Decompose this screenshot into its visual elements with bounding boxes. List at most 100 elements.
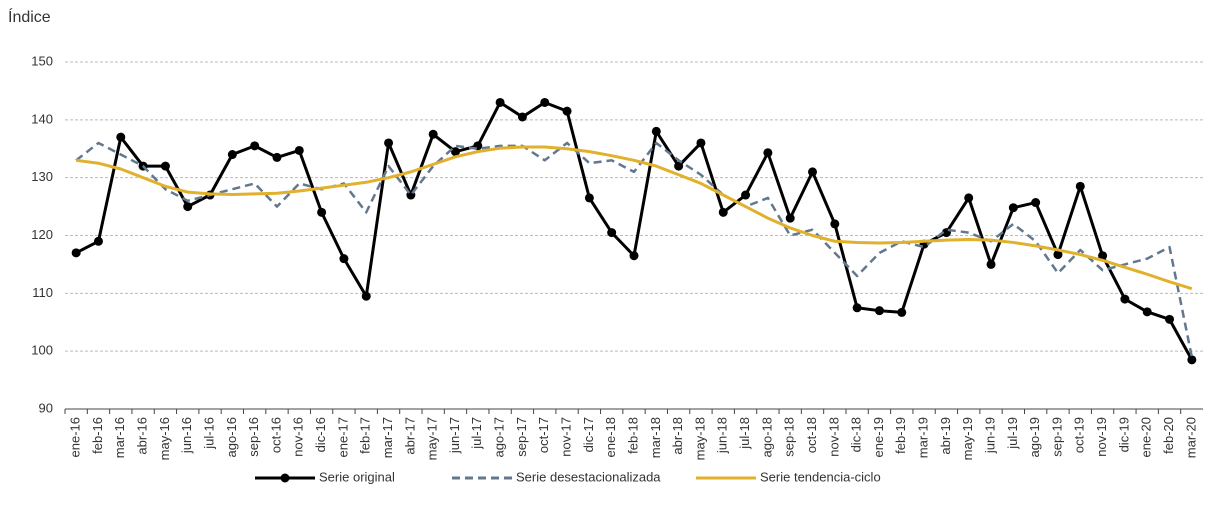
point-marker [651,126,661,136]
x-tick-label: jun-19 [982,417,997,454]
y-tick-label: 100 [31,343,53,358]
point-marker [874,306,884,316]
point-marker [71,248,81,258]
point-marker [986,259,996,269]
point-marker [562,106,572,116]
point-marker [116,132,126,142]
x-tick-label: ene-18 [603,417,618,457]
point-marker [1098,251,1108,261]
point-marker [1120,294,1130,304]
point-marker [1008,203,1018,213]
x-tick-label: oct-18 [804,417,819,453]
point-marker [160,161,170,171]
x-tick-label: jul-17 [469,417,484,450]
x-tick-label: ago-17 [492,417,507,457]
x-tick-label: ago-19 [1027,417,1042,457]
x-tick-label: may-19 [960,417,975,460]
point-marker [183,202,193,212]
series-line [75,145,1193,291]
x-tick-label: oct-16 [268,417,283,453]
x-tick-label: ago-16 [224,417,239,457]
point-marker [808,167,818,177]
x-tick-label: abr-18 [670,417,685,455]
x-tick-label: dic-19 [1116,417,1131,452]
point-marker [785,213,795,223]
x-tick-label: abr-16 [135,417,150,455]
x-tick-label: feb-16 [90,417,105,454]
series-line [75,100,1194,361]
x-tick-label: mar-19 [916,417,931,458]
x-tick-label: sep-16 [246,417,261,457]
x-tick-label: sep-17 [514,417,529,457]
x-tick-label: jun-18 [715,417,730,454]
point-marker [294,145,304,155]
y-tick-label: 90 [39,400,53,415]
y-tick-label: 120 [31,227,53,242]
point-marker [964,193,974,203]
x-tick-label: nov-17 [558,417,573,457]
x-tick-label: jul-18 [737,417,752,450]
x-tick-label: mar-17 [380,417,395,458]
x-tick-label: jul-16 [201,417,216,450]
x-tick-label: feb-17 [358,417,373,454]
point-marker [250,141,260,151]
series-line [75,141,1194,358]
x-tick-label: ene-19 [871,417,886,457]
x-tick-label: ene-20 [1139,417,1154,457]
y-tick-label: 140 [31,111,53,126]
legend-marker [280,473,290,483]
x-tick-label: jun-16 [179,417,194,454]
point-marker [227,150,237,160]
point-marker [584,193,594,203]
point-marker [428,129,438,139]
point-marker [495,97,505,107]
x-tick-label: jul-19 [1005,417,1020,450]
point-marker [629,251,639,261]
x-tick-label: abr-19 [938,417,953,455]
point-marker [718,207,728,217]
point-marker [1142,307,1152,317]
point-marker [339,254,349,264]
point-marker [696,138,706,148]
point-marker [897,307,907,317]
legend-label: Serie desestacionalizada [516,469,661,484]
x-tick-label: sep-19 [1049,417,1064,457]
x-tick-label: mar-16 [112,417,127,458]
y-axis-title: Índice [8,7,51,26]
x-tick-label: oct-17 [536,417,551,453]
y-tick-label: 130 [31,169,53,184]
legend-label: Serie original [319,469,395,484]
point-marker [1053,250,1063,260]
x-tick-label: dic-18 [849,417,864,452]
x-tick-label: mar-20 [1183,417,1198,458]
point-marker [852,303,862,313]
point-marker [450,147,460,157]
point-marker [1187,355,1197,365]
point-marker [361,291,371,301]
x-tick-label: sep-18 [782,417,797,457]
x-tick-label: dic-16 [313,417,328,452]
point-marker [517,112,527,122]
x-tick-label: ene-17 [335,417,350,457]
x-tick-label: may-16 [157,417,172,460]
x-tick-label: ene-16 [68,417,83,457]
x-tick-label: oct-19 [1072,417,1087,453]
point-marker [763,148,773,158]
point-marker [384,138,394,148]
point-marker [1075,181,1085,191]
x-tick-label: dic-17 [581,417,596,452]
legend-label: Serie tendencia-ciclo [760,469,881,484]
x-tick-label: jun-17 [447,417,462,454]
point-marker [93,236,103,246]
y-tick-label: 110 [32,285,53,300]
point-marker [1031,198,1041,208]
x-tick-label: mar-18 [648,417,663,458]
x-tick-label: feb-19 [893,417,908,454]
point-marker [540,97,550,107]
x-tick-label: ago-18 [759,417,774,457]
x-tick-label: nov-19 [1094,417,1109,457]
y-tick-label: 150 [31,53,53,68]
x-tick-label: may-18 [692,417,707,460]
x-tick-label: abr-17 [402,417,417,455]
